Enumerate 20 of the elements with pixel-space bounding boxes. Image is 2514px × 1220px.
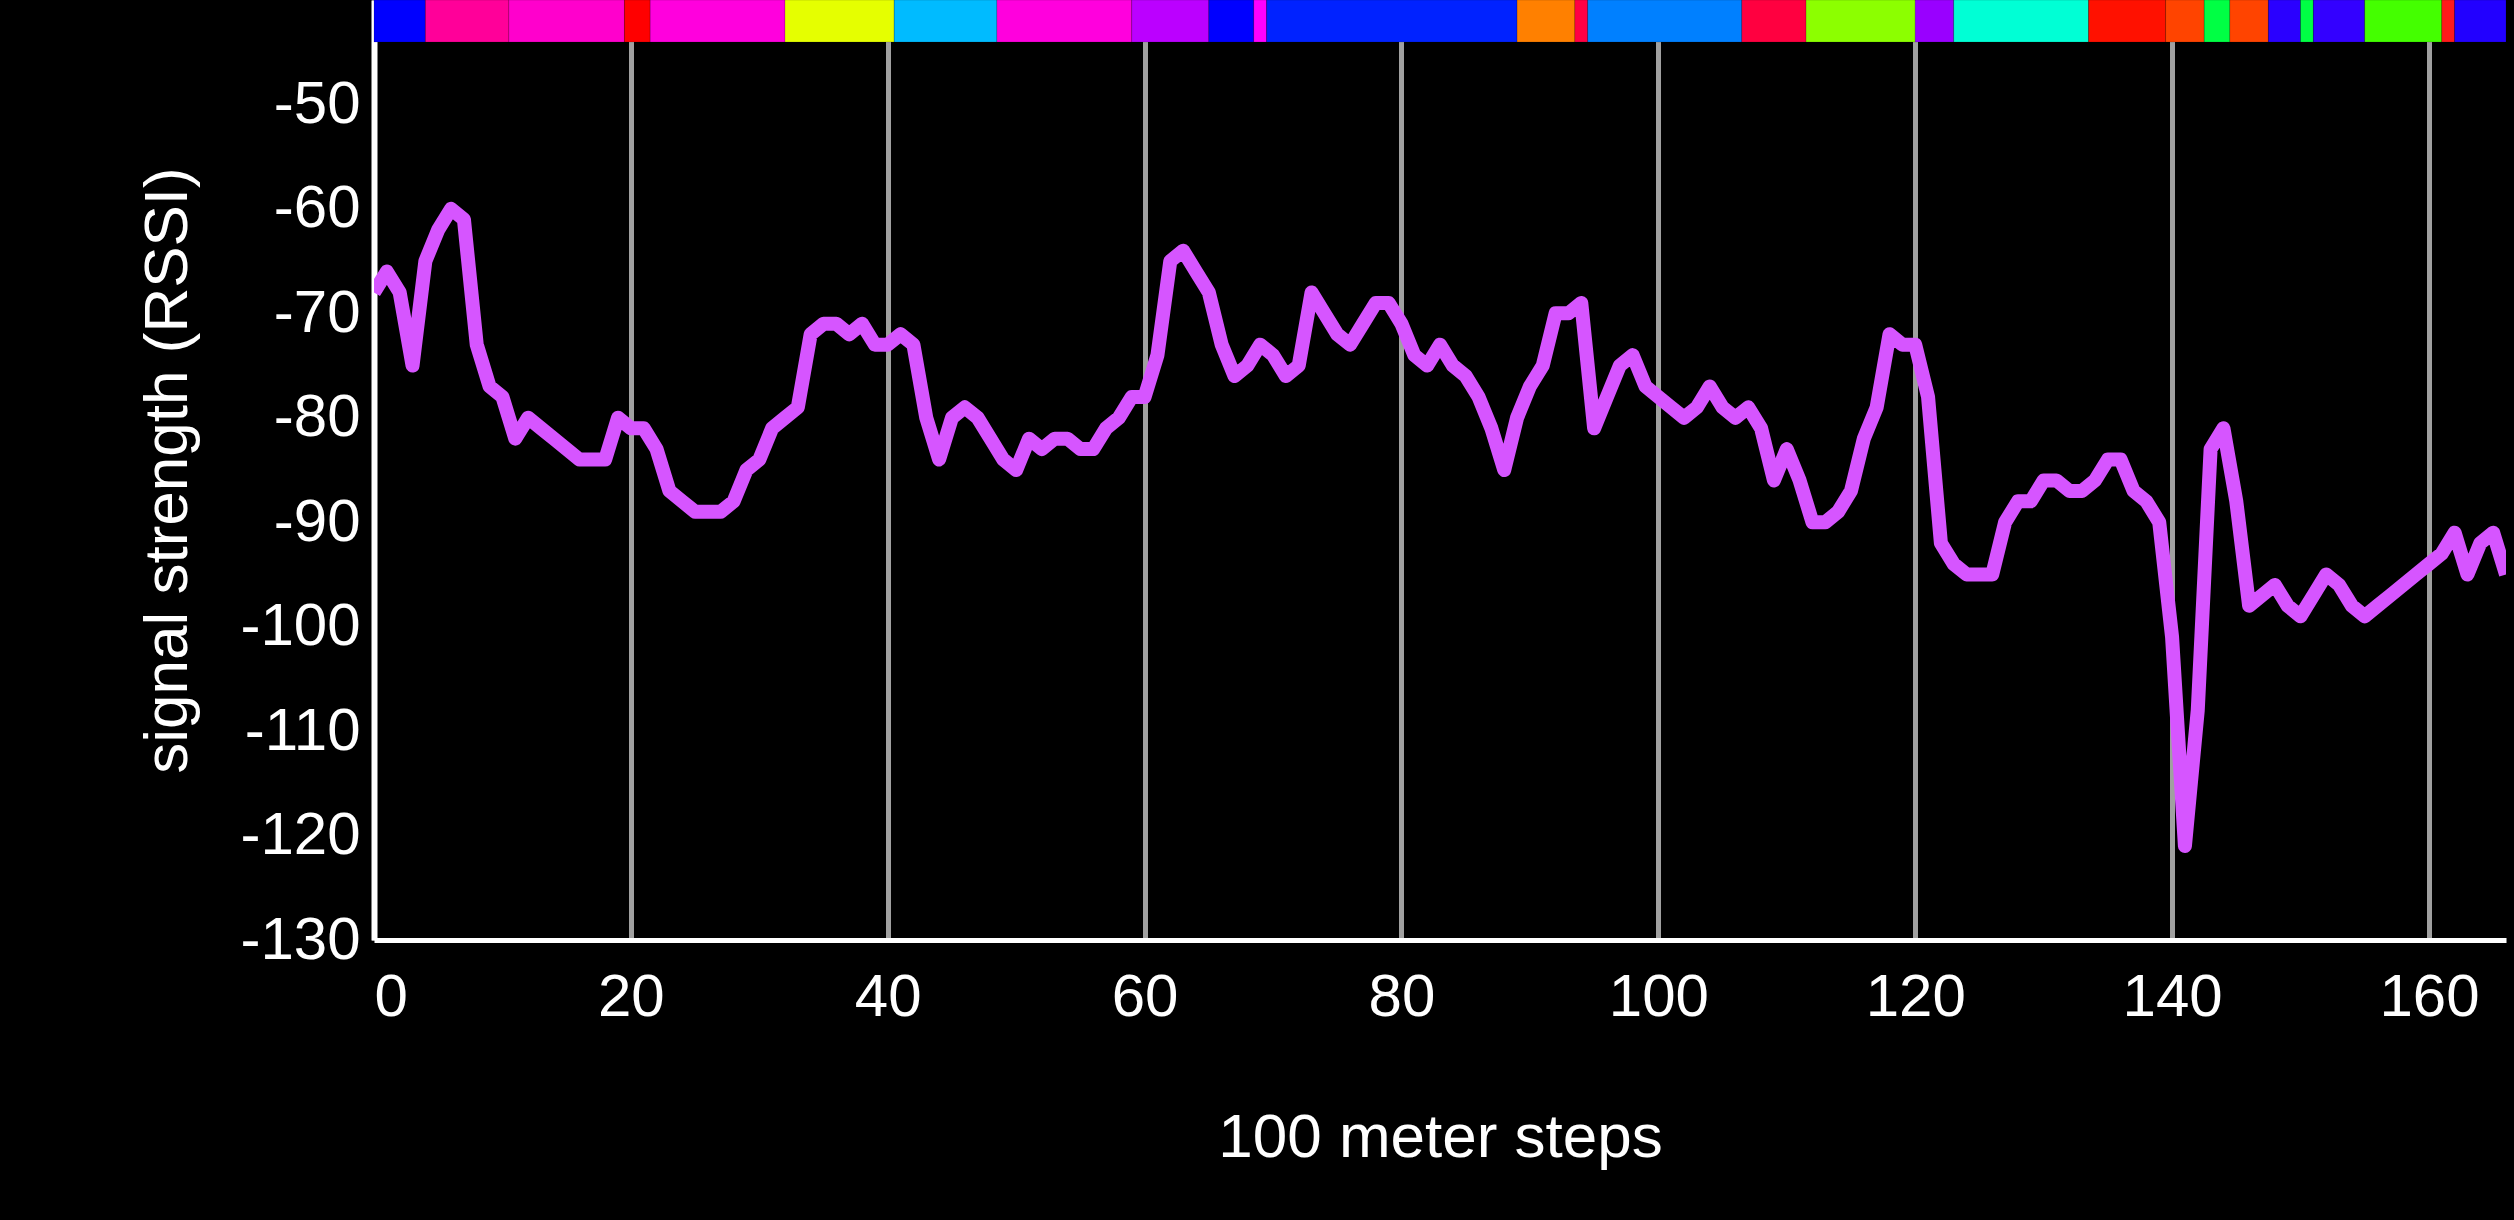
x-axis-title: 100 meter steps xyxy=(1218,1100,1663,1170)
x-tick-label: 60 xyxy=(1111,961,1179,1029)
x-tick-label: 20 xyxy=(597,961,665,1029)
y-tick-label: -60 xyxy=(273,173,361,241)
y-tick-label: -90 xyxy=(273,486,361,554)
y-tick-label: -120 xyxy=(240,800,361,868)
x-tick-label: 0 xyxy=(374,961,408,1029)
x-tick-label: 160 xyxy=(2379,961,2480,1029)
y-tick-label: -100 xyxy=(240,591,361,659)
y-tick-label: -50 xyxy=(273,68,361,136)
x-tick-label: 80 xyxy=(1368,961,1436,1029)
x-tick-label: 140 xyxy=(2122,961,2223,1029)
y-axis-title: signal strength (RSSI) xyxy=(131,167,201,774)
x-tick-label: 40 xyxy=(854,961,922,1029)
y-tick-label: -70 xyxy=(273,277,361,345)
y-tick-label: -110 xyxy=(244,695,361,763)
y-tick-label: -80 xyxy=(273,382,361,450)
x-tick-label: 120 xyxy=(1865,961,1966,1029)
y-tick-label: -130 xyxy=(240,904,361,972)
x-tick-label: 100 xyxy=(1608,961,1709,1029)
